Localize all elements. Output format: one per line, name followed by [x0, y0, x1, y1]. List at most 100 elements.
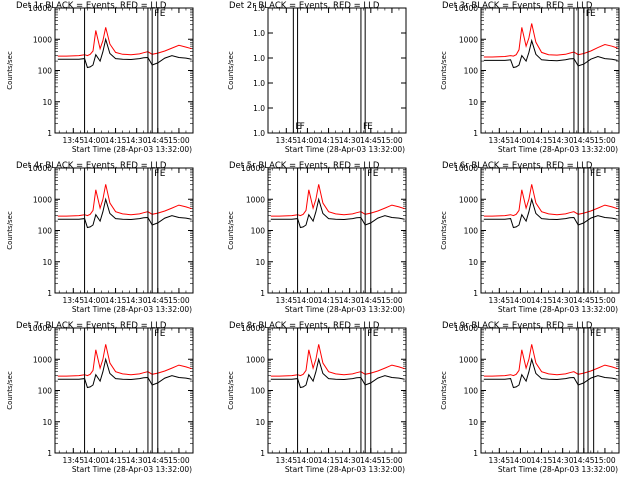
y-tick-label: 100 [38, 387, 53, 396]
x-tick-label: 14:15 [105, 456, 127, 465]
time-marker-label: F [154, 329, 159, 339]
x-tick-label: 14:00 [84, 136, 106, 145]
series-lld-line [483, 23, 618, 58]
x-tick-label: 14:45 [573, 456, 595, 465]
y-tick-label: 10000 [28, 4, 52, 13]
x-axis-label: Start Time (28-Apr-03 13:32:00) [285, 465, 405, 474]
plot-frame [267, 327, 407, 454]
x-tick-label: 13:45 [62, 456, 84, 465]
time-marker-label: F [590, 169, 595, 179]
x-tick-label: 14:15 [318, 296, 340, 305]
series-events-line [57, 37, 192, 69]
y-axis-label: Counts/sec [227, 371, 235, 410]
x-axis-label: Start Time (28-Apr-03 13:32:00) [72, 145, 192, 154]
time-marker-label: E [373, 169, 379, 179]
y-tick-label: 1000 [459, 195, 478, 204]
x-tick-label: 14:45 [573, 136, 595, 145]
series-events-line [57, 197, 192, 229]
y-tick-label: 10 [42, 258, 52, 267]
y-tick-label: 10 [42, 98, 52, 107]
panel-title: Det 4r BLACK = Events, RED = LLD [16, 161, 167, 171]
x-tick-label: 14:45 [573, 296, 595, 305]
plot-frame [267, 167, 407, 294]
y-tick-label: 10 [42, 418, 52, 427]
time-marker-label: E [160, 169, 166, 179]
y-tick-label: 1 [47, 449, 52, 458]
time-marker-label: E [295, 122, 301, 132]
series-lld-line [270, 184, 405, 217]
y-tick-label: 100 [38, 227, 53, 236]
time-marker-label: E [367, 122, 373, 132]
series-events-line [483, 357, 618, 389]
x-tick-label: 14:45 [360, 456, 382, 465]
series-lld-line [270, 344, 405, 377]
y-axis-label: Counts/sec [6, 371, 14, 410]
x-tick-label: 14:15 [318, 136, 340, 145]
series-events-line [270, 197, 405, 229]
plot-frame [480, 167, 620, 294]
y-tick-label: 10000 [28, 164, 52, 173]
y-tick-label: 100 [251, 387, 266, 396]
x-tick-label: 14:00 [297, 136, 319, 145]
panel-title: Det 8r BLACK = Events, RED = LLD [229, 321, 380, 331]
panel-title: Det 1r BLACK = Events, RED = LLD [16, 1, 167, 11]
x-axis-label: Start Time (28-Apr-03 13:32:00) [72, 305, 192, 314]
y-tick-label: 10000 [454, 324, 478, 333]
x-axis-label: Start Time (28-Apr-03 13:32:00) [498, 465, 618, 474]
panel-title: Det 2r BLACK = Events, RED = LLD [229, 1, 380, 11]
x-tick-label: 15:00 [594, 456, 616, 465]
x-tick-label: 14:30 [126, 296, 148, 305]
y-tick-label: 100 [38, 67, 53, 76]
x-axis-label: Start Time (28-Apr-03 13:32:00) [498, 305, 618, 314]
y-tick-label: 1.0 [253, 29, 265, 38]
plot-frame [54, 7, 194, 134]
x-tick-label: 13:45 [62, 296, 84, 305]
panel-4: Det 4r BLACK = Events, RED = LLD Counts/s… [6, 161, 194, 314]
time-marker-label: F [367, 169, 372, 179]
y-axis-label: Counts/sec [440, 371, 448, 410]
y-axis-label: Counts/sec [6, 51, 14, 90]
panel-5: Det 5r BLACK = Events, RED = LLD Counts/s… [227, 161, 407, 314]
time-marker-label: E [590, 9, 596, 19]
x-tick-label: 14:45 [147, 136, 169, 145]
y-tick-label: 1000 [33, 195, 52, 204]
x-tick-label: 13:45 [275, 296, 297, 305]
y-tick-label: 1000 [246, 355, 265, 364]
y-tick-label: 10 [468, 418, 478, 427]
x-tick-label: 14:45 [147, 296, 169, 305]
x-tick-label: 14:00 [84, 296, 106, 305]
x-tick-label: 15:00 [594, 136, 616, 145]
time-marker-label: E [160, 9, 166, 19]
y-tick-label: 1 [260, 289, 265, 298]
time-marker-label: F [300, 122, 305, 132]
panel-9: Det 9r BLACK = Events, RED = LLD Counts/s… [440, 321, 620, 474]
series-events-line [270, 357, 405, 389]
panel-title: Det 7r BLACK = Events, RED = LLD [16, 321, 167, 331]
y-tick-label: 10000 [241, 164, 265, 173]
y-axis-label: Counts/sec [440, 211, 448, 250]
y-tick-label: 1 [473, 449, 478, 458]
x-tick-label: 14:30 [552, 136, 574, 145]
y-tick-label: 10000 [454, 4, 478, 13]
x-tick-label: 14:15 [531, 456, 553, 465]
y-tick-label: 1000 [459, 355, 478, 364]
x-tick-label: 14:30 [339, 456, 361, 465]
series-lld-line [483, 184, 618, 217]
y-tick-label: 1000 [246, 195, 265, 204]
time-marker-label: F [154, 169, 159, 179]
y-axis-label: Counts/sec [227, 51, 235, 90]
x-tick-label: 14:15 [318, 456, 340, 465]
y-tick-label: 10 [255, 258, 265, 267]
series-events-line [57, 357, 192, 389]
y-tick-label: 10 [255, 418, 265, 427]
x-tick-label: 14:15 [105, 296, 127, 305]
x-tick-label: 14:45 [360, 296, 382, 305]
x-tick-label: 13:45 [488, 136, 510, 145]
series-lld-line [57, 184, 192, 217]
x-tick-label: 14:30 [552, 456, 574, 465]
x-axis-label: Start Time (28-Apr-03 13:32:00) [72, 465, 192, 474]
x-axis-label: Start Time (28-Apr-03 13:32:00) [498, 145, 618, 154]
x-tick-label: 15:00 [594, 296, 616, 305]
